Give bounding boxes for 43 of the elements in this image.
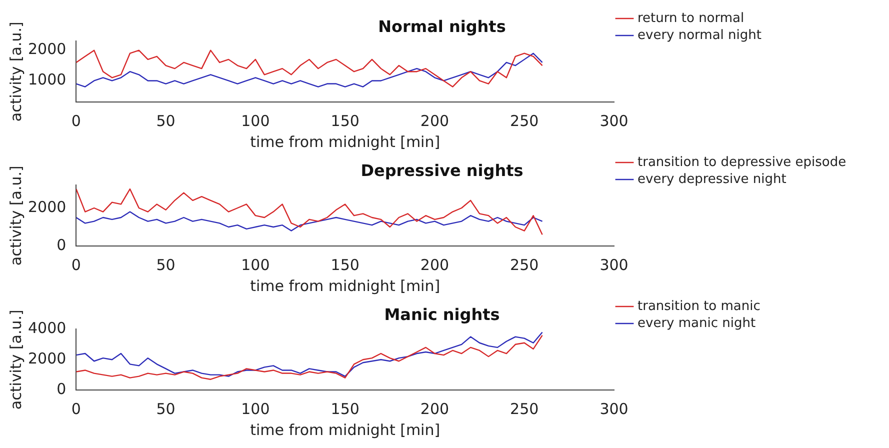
x-tick-label: 50 [156,400,176,418]
x-tick-label: 50 [156,112,176,130]
x-tick-label: 100 [241,112,270,130]
y-axis-title: activity [a.u.] [6,22,25,122]
y-tick-label: 2000 [28,40,66,58]
x-tick-label: 150 [330,256,360,274]
x-tick-label: 150 [330,400,360,418]
x-tick-label: 150 [330,112,360,130]
y-tick-label: 0 [56,380,66,398]
y-tick-label: 0 [56,236,66,254]
x-axis-title: time from midnight [min] [250,132,440,151]
x-tick-label: 200 [420,400,450,418]
legend-label: every normal night [638,28,762,43]
x-tick-label: 300 [600,400,628,418]
legend-label: transition to depressive episode [638,154,846,170]
x-tick-label: 250 [510,256,539,274]
x-tick-label: 0 [71,256,81,274]
chart-title: Manic nights [384,304,500,324]
x-tick-label: 250 [510,400,539,418]
y-tick-label: 2000 [28,198,66,216]
x-tick-label: 300 [600,256,628,274]
chart-title: Depressive nights [360,160,524,180]
x-tick-label: 100 [241,400,270,418]
y-axis-title: activity [a.u.] [6,310,25,410]
y-tick-label: 2000 [28,349,66,368]
x-tick-label: 250 [510,112,539,130]
y-tick-label: 4000 [28,319,66,338]
y-axis-title: activity [a.u.] [6,166,25,266]
x-tick-label: 200 [420,112,450,130]
x-axis-title: time from midnight [min] [250,276,440,295]
legend-label: return to normal [638,10,744,26]
x-tick-label: 100 [241,256,270,274]
x-tick-label: 300 [600,112,628,130]
x-tick-label: 50 [156,256,176,274]
legend-label: every manic night [638,316,756,331]
y-tick-label: 1000 [28,70,66,89]
legend-label: every depressive night [638,172,786,187]
legend-label: transition to manic [638,298,760,314]
x-tick-label: 0 [71,112,81,130]
x-axis-title: time from midnight [min] [250,420,440,439]
x-tick-label: 0 [71,400,81,418]
chart-title: Normal nights [378,16,506,36]
x-tick-label: 200 [420,256,450,274]
